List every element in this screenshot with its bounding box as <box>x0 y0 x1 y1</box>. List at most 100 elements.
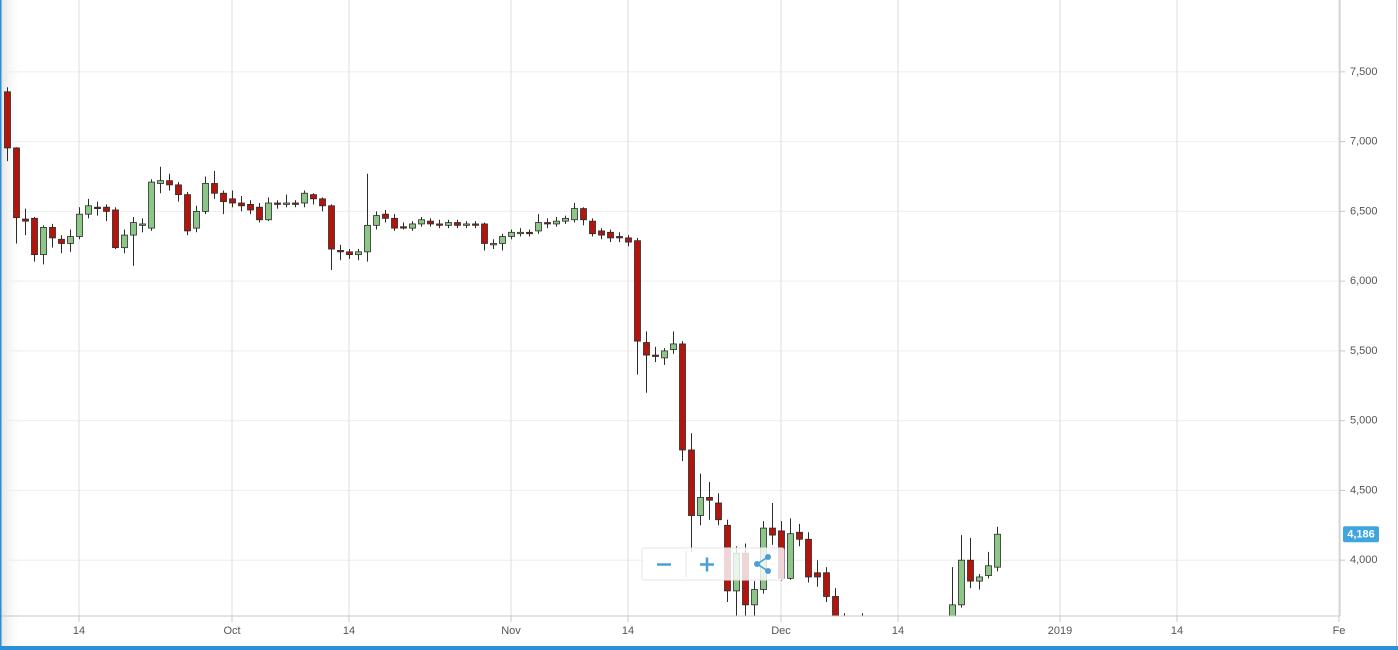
candle-body <box>463 223 470 226</box>
candle-body <box>49 227 56 239</box>
candle-body <box>499 236 506 244</box>
candle-body <box>643 342 650 356</box>
candle-body <box>697 497 704 516</box>
x-tick-label: Fe <box>1333 625 1346 637</box>
candle-body <box>256 206 263 221</box>
candle-body <box>130 222 137 236</box>
candle-body <box>409 223 416 229</box>
candle-body <box>985 565 992 576</box>
share-node[interactable] <box>765 554 771 560</box>
last-price-badge <box>1343 526 1379 543</box>
candle-body <box>616 236 623 239</box>
candle-body <box>769 527 776 536</box>
share-node[interactable] <box>765 568 771 574</box>
x-tick-label: Nov <box>501 625 521 637</box>
candle-body <box>274 202 281 205</box>
zoom-out-button[interactable] <box>644 550 684 578</box>
candle-body <box>535 222 542 232</box>
candle-body <box>436 223 443 226</box>
last-price: 4,186 <box>1343 526 1379 543</box>
candle-body <box>229 198 236 204</box>
y-tick-label: 7,500 <box>1350 66 1378 78</box>
x-tick-label: 14 <box>622 625 634 637</box>
y-tick-label: 4,000 <box>1350 554 1378 566</box>
zoom-in-button[interactable] <box>688 550 728 578</box>
candle-body <box>670 343 677 350</box>
candle-body <box>544 222 551 225</box>
candle-body <box>751 589 758 606</box>
candle-body <box>184 194 191 232</box>
candle-body <box>553 220 560 225</box>
candle-body <box>427 220 434 225</box>
left-shade <box>0 0 22 646</box>
candle-body <box>805 538 812 578</box>
candle-body <box>157 180 164 184</box>
candle-body <box>193 210 200 229</box>
candle-body <box>148 181 155 229</box>
candle-body <box>787 533 794 579</box>
frame-bottom <box>0 646 1398 650</box>
candle-body <box>580 208 587 221</box>
candle-body <box>814 572 821 578</box>
y-tick-label: 5,000 <box>1350 415 1378 427</box>
share-button[interactable] <box>742 550 782 578</box>
candle-body <box>103 206 110 212</box>
y-tick-label: 4,500 <box>1350 484 1378 496</box>
candle-body <box>112 209 119 249</box>
candle-body <box>823 572 830 597</box>
candle-body <box>13 147 20 219</box>
candle-body <box>67 236 74 244</box>
candle-body <box>319 198 326 207</box>
candle-body <box>652 354 659 357</box>
y-tick-label: 6,500 <box>1350 205 1378 217</box>
candle-body <box>832 596 839 616</box>
share-hit[interactable] <box>742 550 782 578</box>
candle-body <box>373 215 380 226</box>
candle-body <box>706 497 713 501</box>
candle-body <box>994 533 1001 568</box>
candle-body <box>508 231 515 237</box>
candle-body <box>238 202 245 207</box>
share-node[interactable] <box>754 561 760 567</box>
candle-body <box>211 183 218 194</box>
candle-body <box>247 204 254 211</box>
candle-body <box>481 223 488 244</box>
grid <box>0 0 1345 622</box>
candle-body <box>517 231 524 235</box>
x-tick-label: Dec <box>771 625 791 637</box>
candle-body <box>391 217 398 229</box>
candle-body <box>382 213 389 219</box>
candle-body <box>301 192 308 204</box>
candle-body <box>265 202 272 221</box>
candle-body <box>445 222 452 226</box>
candle-body <box>346 251 353 256</box>
candle-body <box>490 243 497 246</box>
candle-body <box>202 183 209 212</box>
x-tick-label: Oct <box>223 625 240 637</box>
candle-body <box>598 230 605 236</box>
x-tick-label: 14 <box>343 625 355 637</box>
candle-body <box>283 202 290 205</box>
candle-body <box>85 205 92 215</box>
candle-body <box>139 223 146 226</box>
y-tick-label: 5,500 <box>1350 345 1378 357</box>
x-tick-label: 14 <box>73 625 85 637</box>
candle-body <box>949 604 956 616</box>
candle-body <box>310 194 317 200</box>
candle-body <box>688 449 695 516</box>
candle-body <box>121 234 128 249</box>
candle-body <box>976 576 983 582</box>
candle-body <box>4 91 11 149</box>
candle-body <box>58 238 65 244</box>
candle-body <box>337 250 344 253</box>
candle-body <box>175 184 182 196</box>
candle-body <box>418 219 425 225</box>
candle-body <box>958 559 965 606</box>
candle-body <box>607 231 614 239</box>
candle-body <box>634 240 641 342</box>
candle-body <box>589 220 596 235</box>
candle-body <box>571 208 578 221</box>
candle-body <box>796 531 803 540</box>
y-tick-label: 6,000 <box>1350 275 1378 287</box>
